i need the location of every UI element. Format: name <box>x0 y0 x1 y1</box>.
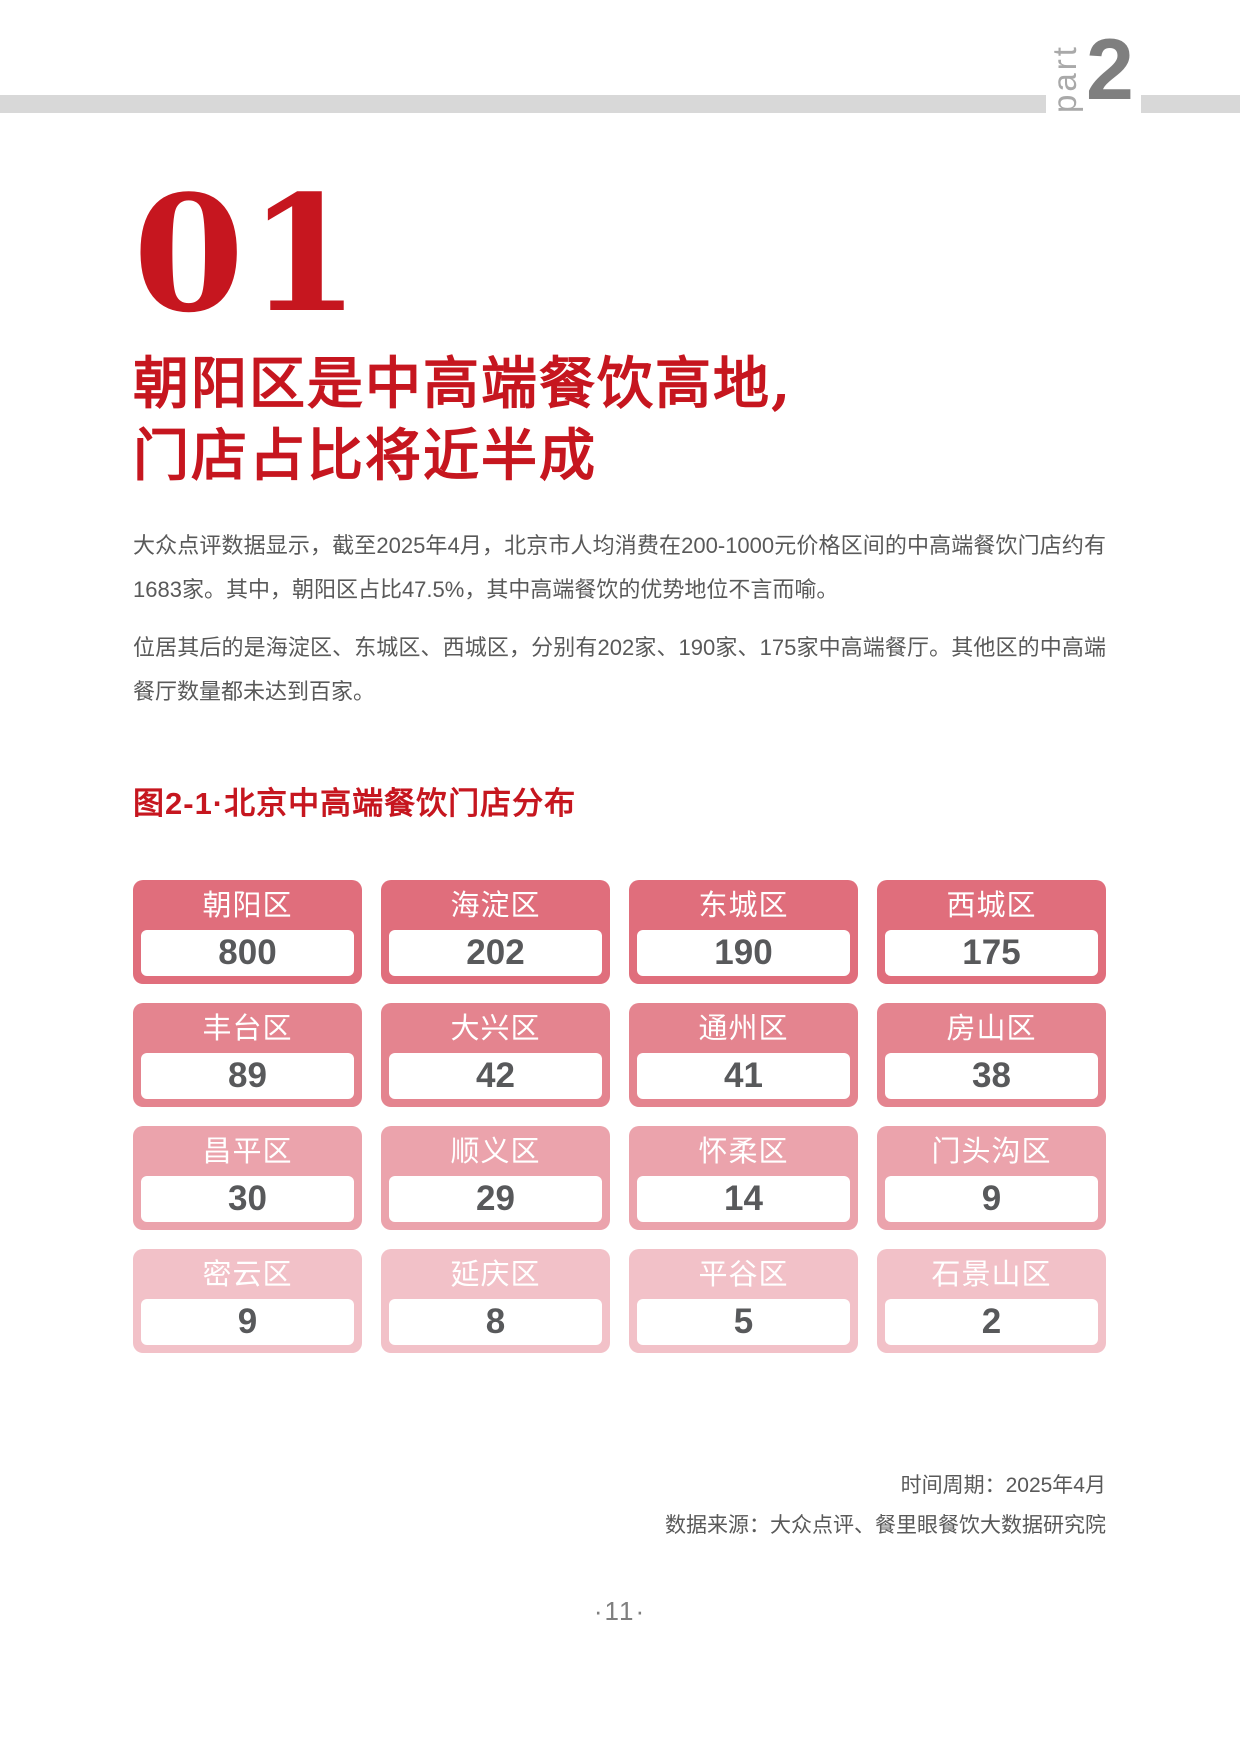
district-grid: 朝阳区 800 海淀区 202 东城区 190 西城区 175 丰台区 89 大兴区 42 通州区 41 房… <box>133 880 1106 1353</box>
district-name: 顺义区 <box>450 1136 541 1168</box>
district-name: 昌平区 <box>202 1136 293 1168</box>
paragraph-2: 位居其后的是海淀区、东城区、西城区，分别有202家、190家、175家中高端餐厅… <box>133 635 1106 704</box>
district-card: 朝阳区 800 <box>133 880 362 984</box>
header-rule-left <box>0 95 1046 113</box>
district-name: 西城区 <box>946 890 1037 922</box>
district-card: 顺义区 29 <box>381 1126 610 1230</box>
district-name: 延庆区 <box>450 1259 541 1291</box>
figure-title: 图2-1·北京中高端餐饮门店分布 <box>133 786 577 821</box>
district-name: 密云区 <box>202 1259 293 1291</box>
district-value: 9 <box>141 1299 354 1345</box>
district-name: 丰台区 <box>202 1013 293 1045</box>
district-name: 东城区 <box>698 890 789 922</box>
paragraph-1: 大众点评数据显示，截至2025年4月，北京市人均消费在200-1000元价格区间… <box>133 533 1106 602</box>
district-card: 大兴区 42 <box>381 1003 610 1107</box>
section-title: 朝阳区是中高端餐饮高地, 门店占比将近半成 <box>133 348 793 492</box>
district-card: 延庆区 8 <box>381 1249 610 1353</box>
district-value: 42 <box>389 1053 602 1099</box>
district-value: 190 <box>637 930 850 976</box>
district-value: 800 <box>141 930 354 976</box>
district-card: 房山区 38 <box>877 1003 1106 1107</box>
district-value: 8 <box>389 1299 602 1345</box>
district-name: 通州区 <box>698 1013 789 1045</box>
district-card: 海淀区 202 <box>381 880 610 984</box>
district-card: 平谷区 5 <box>629 1249 858 1353</box>
district-card: 石景山区 2 <box>877 1249 1106 1353</box>
district-value: 41 <box>637 1053 850 1099</box>
district-card: 丰台区 89 <box>133 1003 362 1107</box>
district-name: 门头沟区 <box>931 1136 1052 1168</box>
district-name: 朝阳区 <box>202 890 293 922</box>
district-value: 29 <box>389 1176 602 1222</box>
district-value: 14 <box>637 1176 850 1222</box>
district-card: 通州区 41 <box>629 1003 858 1107</box>
district-name: 石景山区 <box>931 1259 1052 1291</box>
district-name: 怀柔区 <box>698 1136 789 1168</box>
district-card: 西城区 175 <box>877 880 1106 984</box>
district-value: 30 <box>141 1176 354 1222</box>
data-source: 数据来源：大众点评、餐里眼餐饮大数据研究院 <box>665 1514 1106 1537</box>
figure-meta: 时间周期：2025年4月 数据来源：大众点评、餐里眼餐饮大数据研究院 <box>133 1466 1106 1546</box>
district-value: 175 <box>885 930 1098 976</box>
district-card: 东城区 190 <box>629 880 858 984</box>
time-period: 时间周期：2025年4月 <box>900 1474 1106 1497</box>
district-card: 门头沟区 9 <box>877 1126 1106 1230</box>
district-value: 202 <box>389 930 602 976</box>
page-number: ·11· <box>593 1596 647 1626</box>
district-value: 5 <box>637 1299 850 1345</box>
section-title-line2: 门店占比将近半成 <box>133 423 597 489</box>
district-name: 海淀区 <box>450 890 541 922</box>
district-value: 38 <box>885 1053 1098 1099</box>
part-number: 2 <box>1086 22 1134 118</box>
header-rule-right <box>1141 95 1240 113</box>
district-card: 密云区 9 <box>133 1249 362 1353</box>
part-label: part <box>1046 44 1083 113</box>
district-card: 怀柔区 14 <box>629 1126 858 1230</box>
district-name: 大兴区 <box>450 1013 541 1045</box>
district-value: 89 <box>141 1053 354 1099</box>
district-name: 平谷区 <box>698 1259 789 1291</box>
section-title-line1: 朝阳区是中高端餐饮高地, <box>133 351 793 417</box>
district-name: 房山区 <box>946 1013 1037 1045</box>
section-number: 01 <box>133 160 364 348</box>
district-value: 2 <box>885 1299 1098 1345</box>
district-card: 昌平区 30 <box>133 1126 362 1230</box>
district-value: 9 <box>885 1176 1098 1222</box>
